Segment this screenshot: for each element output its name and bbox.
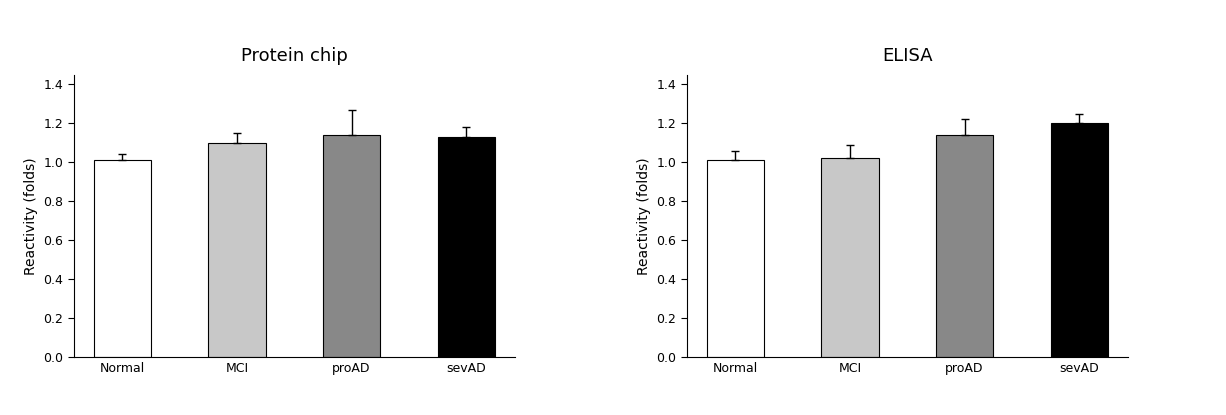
Bar [935, 135, 993, 357]
Title: Protein chip: Protein chip [240, 47, 348, 65]
Y-axis label: Reactivity (folds): Reactivity (folds) [23, 157, 38, 275]
Bar [821, 159, 879, 357]
Bar [438, 137, 495, 357]
Bar [93, 160, 151, 357]
Y-axis label: Reactivity (folds): Reactivity (folds) [636, 157, 651, 275]
Bar [322, 135, 380, 357]
Bar [1051, 123, 1108, 357]
Title: ELISA: ELISA [881, 47, 933, 65]
Bar [208, 143, 266, 357]
Bar [706, 160, 764, 357]
